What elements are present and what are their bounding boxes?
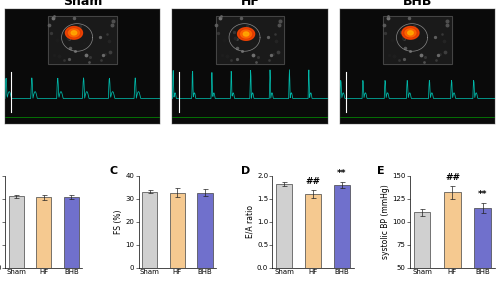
- Bar: [48, 16, 116, 64]
- Polygon shape: [405, 29, 416, 37]
- Bar: [216, 16, 284, 64]
- Bar: [64, 197, 79, 268]
- Polygon shape: [66, 26, 82, 39]
- Polygon shape: [238, 28, 254, 40]
- Text: **: **: [478, 190, 488, 198]
- Bar: [414, 212, 430, 294]
- Bar: [216, 16, 284, 64]
- Polygon shape: [244, 32, 249, 36]
- Bar: [142, 192, 158, 268]
- Polygon shape: [408, 31, 414, 35]
- Y-axis label: E/A ratio: E/A ratio: [246, 205, 255, 238]
- Text: ##: ##: [445, 173, 460, 181]
- Y-axis label: FS (%): FS (%): [114, 209, 124, 234]
- Bar: [384, 16, 452, 64]
- Bar: [444, 192, 461, 294]
- Polygon shape: [402, 26, 419, 39]
- Title: BHB: BHB: [403, 0, 432, 8]
- Title: HF: HF: [240, 0, 260, 8]
- Text: E: E: [378, 166, 385, 176]
- Bar: [170, 193, 185, 268]
- Bar: [474, 208, 491, 294]
- Text: **: **: [337, 169, 346, 178]
- Bar: [36, 197, 52, 268]
- Title: Sham: Sham: [63, 0, 102, 8]
- Bar: [305, 194, 321, 268]
- Polygon shape: [240, 30, 252, 38]
- Bar: [198, 193, 212, 268]
- Bar: [8, 196, 24, 268]
- Bar: [276, 184, 292, 268]
- Bar: [384, 16, 452, 64]
- Text: ##: ##: [306, 177, 320, 186]
- Bar: [48, 16, 116, 64]
- Y-axis label: systolic BP (mmHg): systolic BP (mmHg): [381, 184, 390, 259]
- Polygon shape: [68, 29, 80, 37]
- Text: C: C: [109, 166, 118, 176]
- Polygon shape: [71, 31, 77, 35]
- Bar: [334, 185, 350, 268]
- Text: D: D: [242, 166, 250, 176]
